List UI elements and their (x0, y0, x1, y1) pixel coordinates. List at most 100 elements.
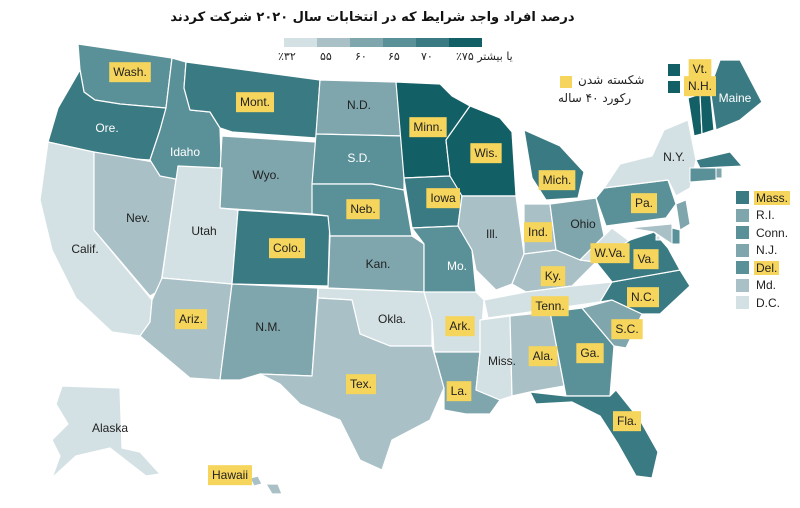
small-state-swatch (736, 226, 749, 240)
svg-text:Ohio: Ohio (570, 217, 596, 231)
state-alaska (51, 385, 161, 479)
state-label: S.C. (611, 319, 643, 340)
state-label: Colo. (268, 238, 306, 259)
svg-text:Iowa: Iowa (430, 191, 456, 205)
small-state-swatch (736, 191, 749, 205)
svg-text:Tex.: Tex. (350, 377, 372, 391)
svg-text:Ore.: Ore. (95, 121, 118, 135)
state-label: Iowa (426, 188, 460, 209)
small-state-key: D.C. (736, 294, 790, 312)
state-label: Idaho (170, 145, 200, 159)
svg-text:Minn.: Minn. (413, 120, 442, 134)
small-state-label: D.C. (756, 295, 780, 310)
state-label: Ky. (540, 266, 566, 287)
state-maine (709, 59, 763, 131)
state-label: Nev. (126, 211, 150, 225)
svg-text:Colo.: Colo. (273, 241, 301, 255)
state-label: N.Y. (663, 150, 685, 164)
svg-text:La.: La. (451, 384, 468, 398)
state-label: Ga. (576, 343, 604, 364)
state-del (671, 227, 681, 245)
svg-text:Idaho: Idaho (170, 145, 200, 159)
svg-text:Utah: Utah (191, 224, 216, 238)
svg-text:Alaska: Alaska (92, 421, 128, 435)
svg-text:N.H.: N.H. (688, 79, 712, 93)
svg-text:Wyo.: Wyo. (252, 168, 279, 182)
state-label: Mont. (235, 92, 275, 113)
legend-label: ۶۰ (355, 50, 367, 63)
legend-swatch-3 (383, 38, 416, 47)
state-label: Tenn. (531, 296, 569, 317)
map-title: درصد افراد واجد شرایط که در انتخابات سال… (170, 10, 575, 25)
state-label: Wis. (470, 143, 502, 164)
svg-text:Wis.: Wis. (474, 146, 497, 160)
svg-text:N.D.: N.D. (347, 98, 371, 112)
state-label: N.H. (684, 76, 716, 97)
state-md (629, 223, 673, 245)
svg-text:Maine: Maine (719, 91, 752, 105)
state-label: Wyo. (252, 168, 279, 182)
state-label: Calif. (71, 242, 98, 256)
broken-record-swatch (560, 76, 572, 88)
state-label: Ore. (95, 121, 118, 135)
state-label: Ill. (486, 227, 498, 241)
legend-swatch-2 (350, 38, 383, 47)
svg-text:Ark.: Ark. (449, 319, 470, 333)
state-label: Fla. (612, 411, 642, 432)
state-label: Minn. (409, 117, 447, 138)
svg-text:Pa.: Pa. (635, 196, 653, 210)
state-label: Okla. (378, 312, 406, 326)
small-state-key: Md. (736, 277, 790, 295)
callout-swatch (668, 81, 680, 93)
small-state-key: R.I. (736, 207, 790, 225)
state-label: La. (446, 381, 472, 402)
state-label: W.Va. (590, 243, 630, 264)
svg-text:S.C.: S.C. (615, 322, 638, 336)
legend-swatch-5 (449, 38, 482, 47)
small-state-swatch (736, 243, 749, 257)
small-state-label: N.J. (756, 243, 778, 258)
state-conn (689, 167, 717, 183)
state-label: Mich. (538, 170, 576, 191)
legend-swatch-0 (284, 38, 317, 47)
legend-label: ۷۰ (421, 50, 433, 63)
callout-swatch (668, 64, 680, 76)
state-label: Alaska (92, 421, 128, 435)
small-state-swatch (736, 208, 749, 222)
svg-text:Wash.: Wash. (113, 65, 147, 79)
legend-swatch-4 (416, 38, 449, 47)
small-state-key: Mass. (736, 189, 791, 207)
svg-text:Hawaii: Hawaii (212, 468, 248, 482)
state-label: Ala. (528, 346, 558, 367)
svg-text:Fla.: Fla. (617, 414, 637, 428)
state-label: N.M. (255, 320, 280, 334)
svg-text:Mo.: Mo. (447, 259, 467, 273)
svg-text:Mich.: Mich. (543, 173, 572, 187)
svg-text:Okla.: Okla. (378, 312, 406, 326)
svg-text:Ind.: Ind. (528, 225, 548, 239)
svg-text:N.M.: N.M. (255, 320, 280, 334)
state-ill (457, 195, 525, 291)
state-label: Miss. (488, 354, 516, 368)
state-label: Va. (633, 249, 659, 270)
svg-text:N.C.: N.C. (631, 290, 655, 304)
svg-text:Nev.: Nev. (126, 211, 150, 225)
svg-text:Tenn.: Tenn. (535, 299, 564, 313)
svg-text:Ky.: Ky. (545, 269, 561, 283)
svg-text:Kan.: Kan. (366, 257, 391, 271)
state-label: Ark. (445, 316, 475, 337)
state-nj (675, 199, 691, 231)
small-state-key: N.J. (736, 242, 790, 260)
svg-text:Ill.: Ill. (486, 227, 498, 241)
small-state-key: Conn. (736, 224, 790, 242)
state-label: Ohio (570, 217, 596, 231)
svg-text:Ariz.: Ariz. (179, 312, 203, 326)
legend-label: ۶۵ (388, 50, 400, 63)
small-states-legend: Mass. R.I. Conn. N.J. Del. Md. D.C. (736, 189, 791, 312)
legend-label: ۵۵ (320, 50, 332, 63)
svg-text:S.D.: S.D. (347, 151, 370, 165)
state-label: Mo. (447, 259, 467, 273)
state-label: Pa. (630, 193, 658, 214)
small-state-label: Mass. (754, 190, 791, 205)
